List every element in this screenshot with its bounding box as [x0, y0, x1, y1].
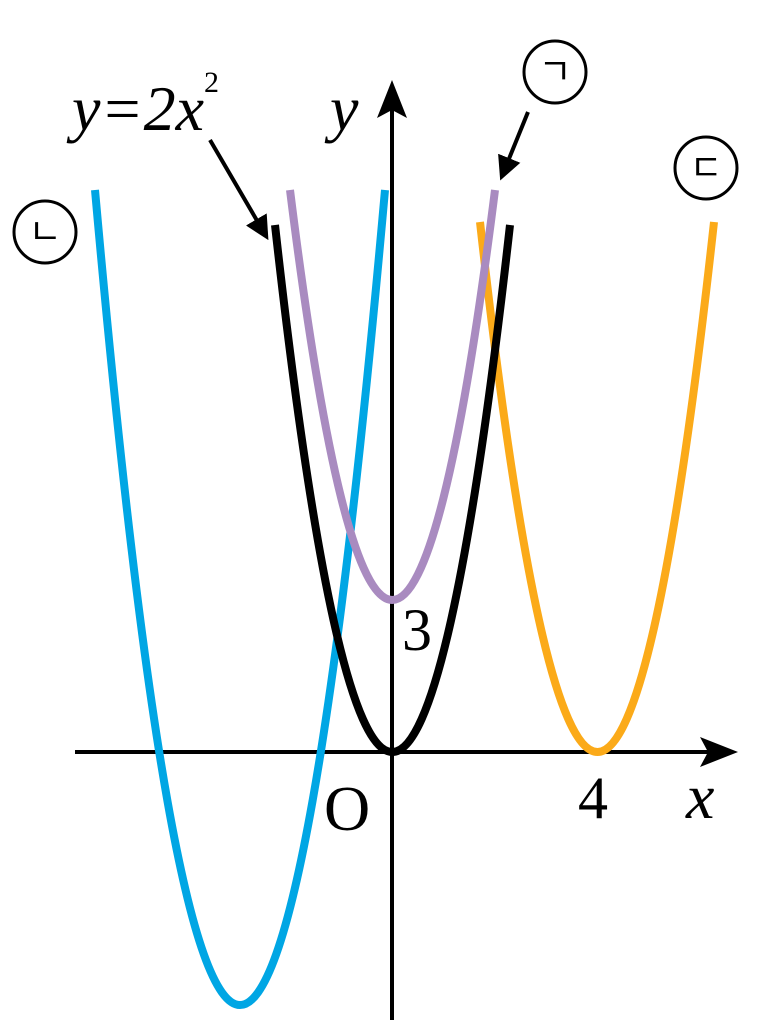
curve-c: [476, 221, 718, 756]
y-arrow: [377, 80, 407, 118]
label-b-circle: [12, 199, 78, 265]
x-vertex-label: 4: [578, 765, 608, 831]
label-a-pointer: [498, 111, 530, 181]
origin-label: O: [324, 773, 370, 844]
label-b: ㄴ: [28, 212, 61, 253]
label-c-circle: [673, 135, 739, 201]
curve-base: [271, 224, 514, 756]
x-axis-label: x: [685, 761, 714, 832]
curve-b: [91, 189, 389, 1009]
x-arrow: [700, 737, 738, 767]
equation-exponent: 2: [204, 66, 219, 99]
label-a-circle: [522, 39, 588, 105]
equation-base: y=2x: [66, 73, 204, 144]
equation-pointer: [208, 138, 269, 241]
label-a: ㄱ: [538, 52, 571, 93]
y-intercept-label: 3: [402, 597, 432, 663]
y-axis-label: y: [324, 73, 359, 144]
curve-a: [286, 189, 499, 604]
label-c: ㄷ: [689, 148, 722, 189]
equation: y=2x2: [66, 66, 219, 144]
